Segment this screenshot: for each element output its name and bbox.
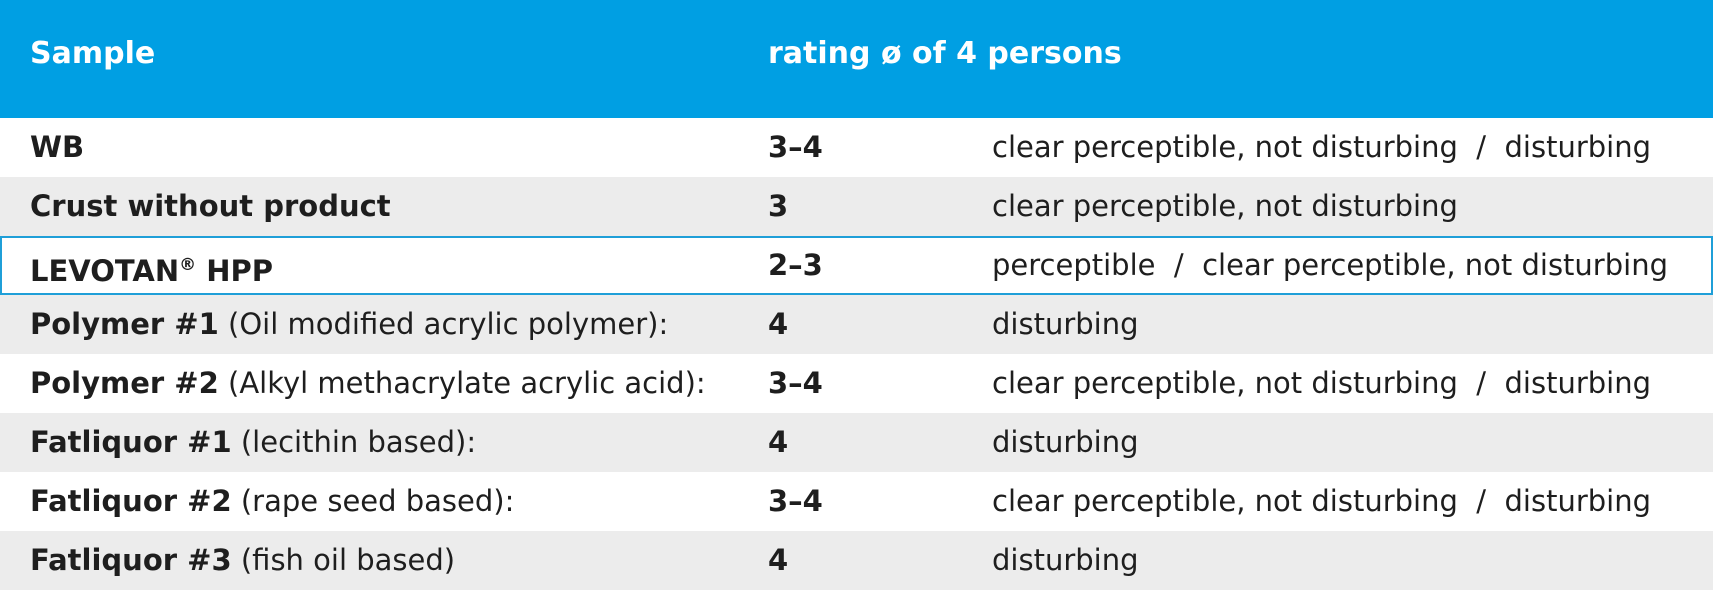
table-row: Crust without product 3 clear perceptibl… (0, 177, 1713, 236)
table-row: Fatliquor #3 (fish oil based) 4 disturbi… (0, 531, 1713, 590)
sample-name-main: Fatliquor #2 (30, 484, 232, 518)
sample-name: Fatliquor #2 (rape seed based): (30, 472, 514, 531)
rating-value: 4 (768, 307, 789, 341)
table-row: Fatliquor #2 (rape seed based): 3–4 clea… (0, 472, 1713, 531)
rating-description: clear perceptible, not disturbing / dist… (992, 484, 1652, 518)
rating-value: 3–4 (768, 484, 823, 518)
sample-name-detail: (rape seed based): (231, 484, 515, 518)
sample-name-main: WB (30, 130, 85, 164)
registered-mark: ® (179, 255, 197, 275)
rating-description: perceptible / clear perceptible, not dis… (992, 248, 1668, 282)
header-sample: Sample (30, 36, 156, 71)
sample-name-main: LEVOTAN (30, 254, 180, 288)
sample-name: Polymer #2 (Alkyl methacrylate acrylic a… (30, 354, 706, 413)
rating-description: disturbing (992, 425, 1139, 459)
table-row: Polymer #1 (Oil modified acrylic polymer… (0, 295, 1713, 354)
sample-name: Polymer #1 (Oil modified acrylic polymer… (30, 295, 668, 354)
sample-name-main: Fatliquor #1 (30, 425, 232, 459)
table-row: WB 3–4 clear perceptible, not disturbing… (0, 118, 1713, 177)
sample-name-detail: (Alkyl methacrylate acrylic acid): (218, 366, 706, 400)
sample-name-main: Crust without product (30, 189, 391, 223)
rating-value: 3 (768, 189, 789, 223)
sample-name: Fatliquor #1 (lecithin based): (30, 413, 476, 472)
table-row: Polymer #2 (Alkyl methacrylate acrylic a… (0, 354, 1713, 413)
sample-name: LEVOTAN® HPP (30, 238, 273, 293)
table-body: WB 3–4 clear perceptible, not disturbing… (0, 118, 1713, 590)
rating-value: 4 (768, 543, 789, 577)
rating-value: 4 (768, 425, 789, 459)
sample-name-detail: (fish oil based) (231, 543, 456, 577)
sample-name-main: Fatliquor #3 (30, 543, 232, 577)
rating-description: clear perceptible, not disturbing / dist… (992, 130, 1652, 164)
sample-name: Crust without product (30, 177, 391, 236)
sample-name-detail: (lecithin based): (231, 425, 477, 459)
rating-value: 3–4 (768, 366, 823, 400)
rating-description: clear perceptible, not disturbing / dist… (992, 366, 1652, 400)
rating-description: disturbing (992, 307, 1139, 341)
table-row: Fatliquor #1 (lecithin based): 4 disturb… (0, 413, 1713, 472)
sample-name-suffix: HPP (196, 254, 274, 288)
sample-name: Fatliquor #3 (fish oil based) (30, 531, 455, 590)
rating-value: 3–4 (768, 130, 823, 164)
sample-name-detail: (Oil modified acrylic polymer): (218, 307, 669, 341)
header-rating: rating ø of 4 persons (768, 36, 1122, 71)
table-row-highlighted: LEVOTAN® HPP 2–3 perceptible / clear per… (0, 236, 1713, 295)
sample-name: WB (30, 118, 84, 177)
table-header: Sample rating ø of 4 persons (0, 0, 1713, 118)
rating-value: 2–3 (768, 248, 823, 282)
rating-description: clear perceptible, not disturbing (992, 189, 1458, 223)
sample-name-main: Polymer #1 (30, 307, 219, 341)
rating-description: disturbing (992, 543, 1139, 577)
sample-name-main: Polymer #2 (30, 366, 219, 400)
